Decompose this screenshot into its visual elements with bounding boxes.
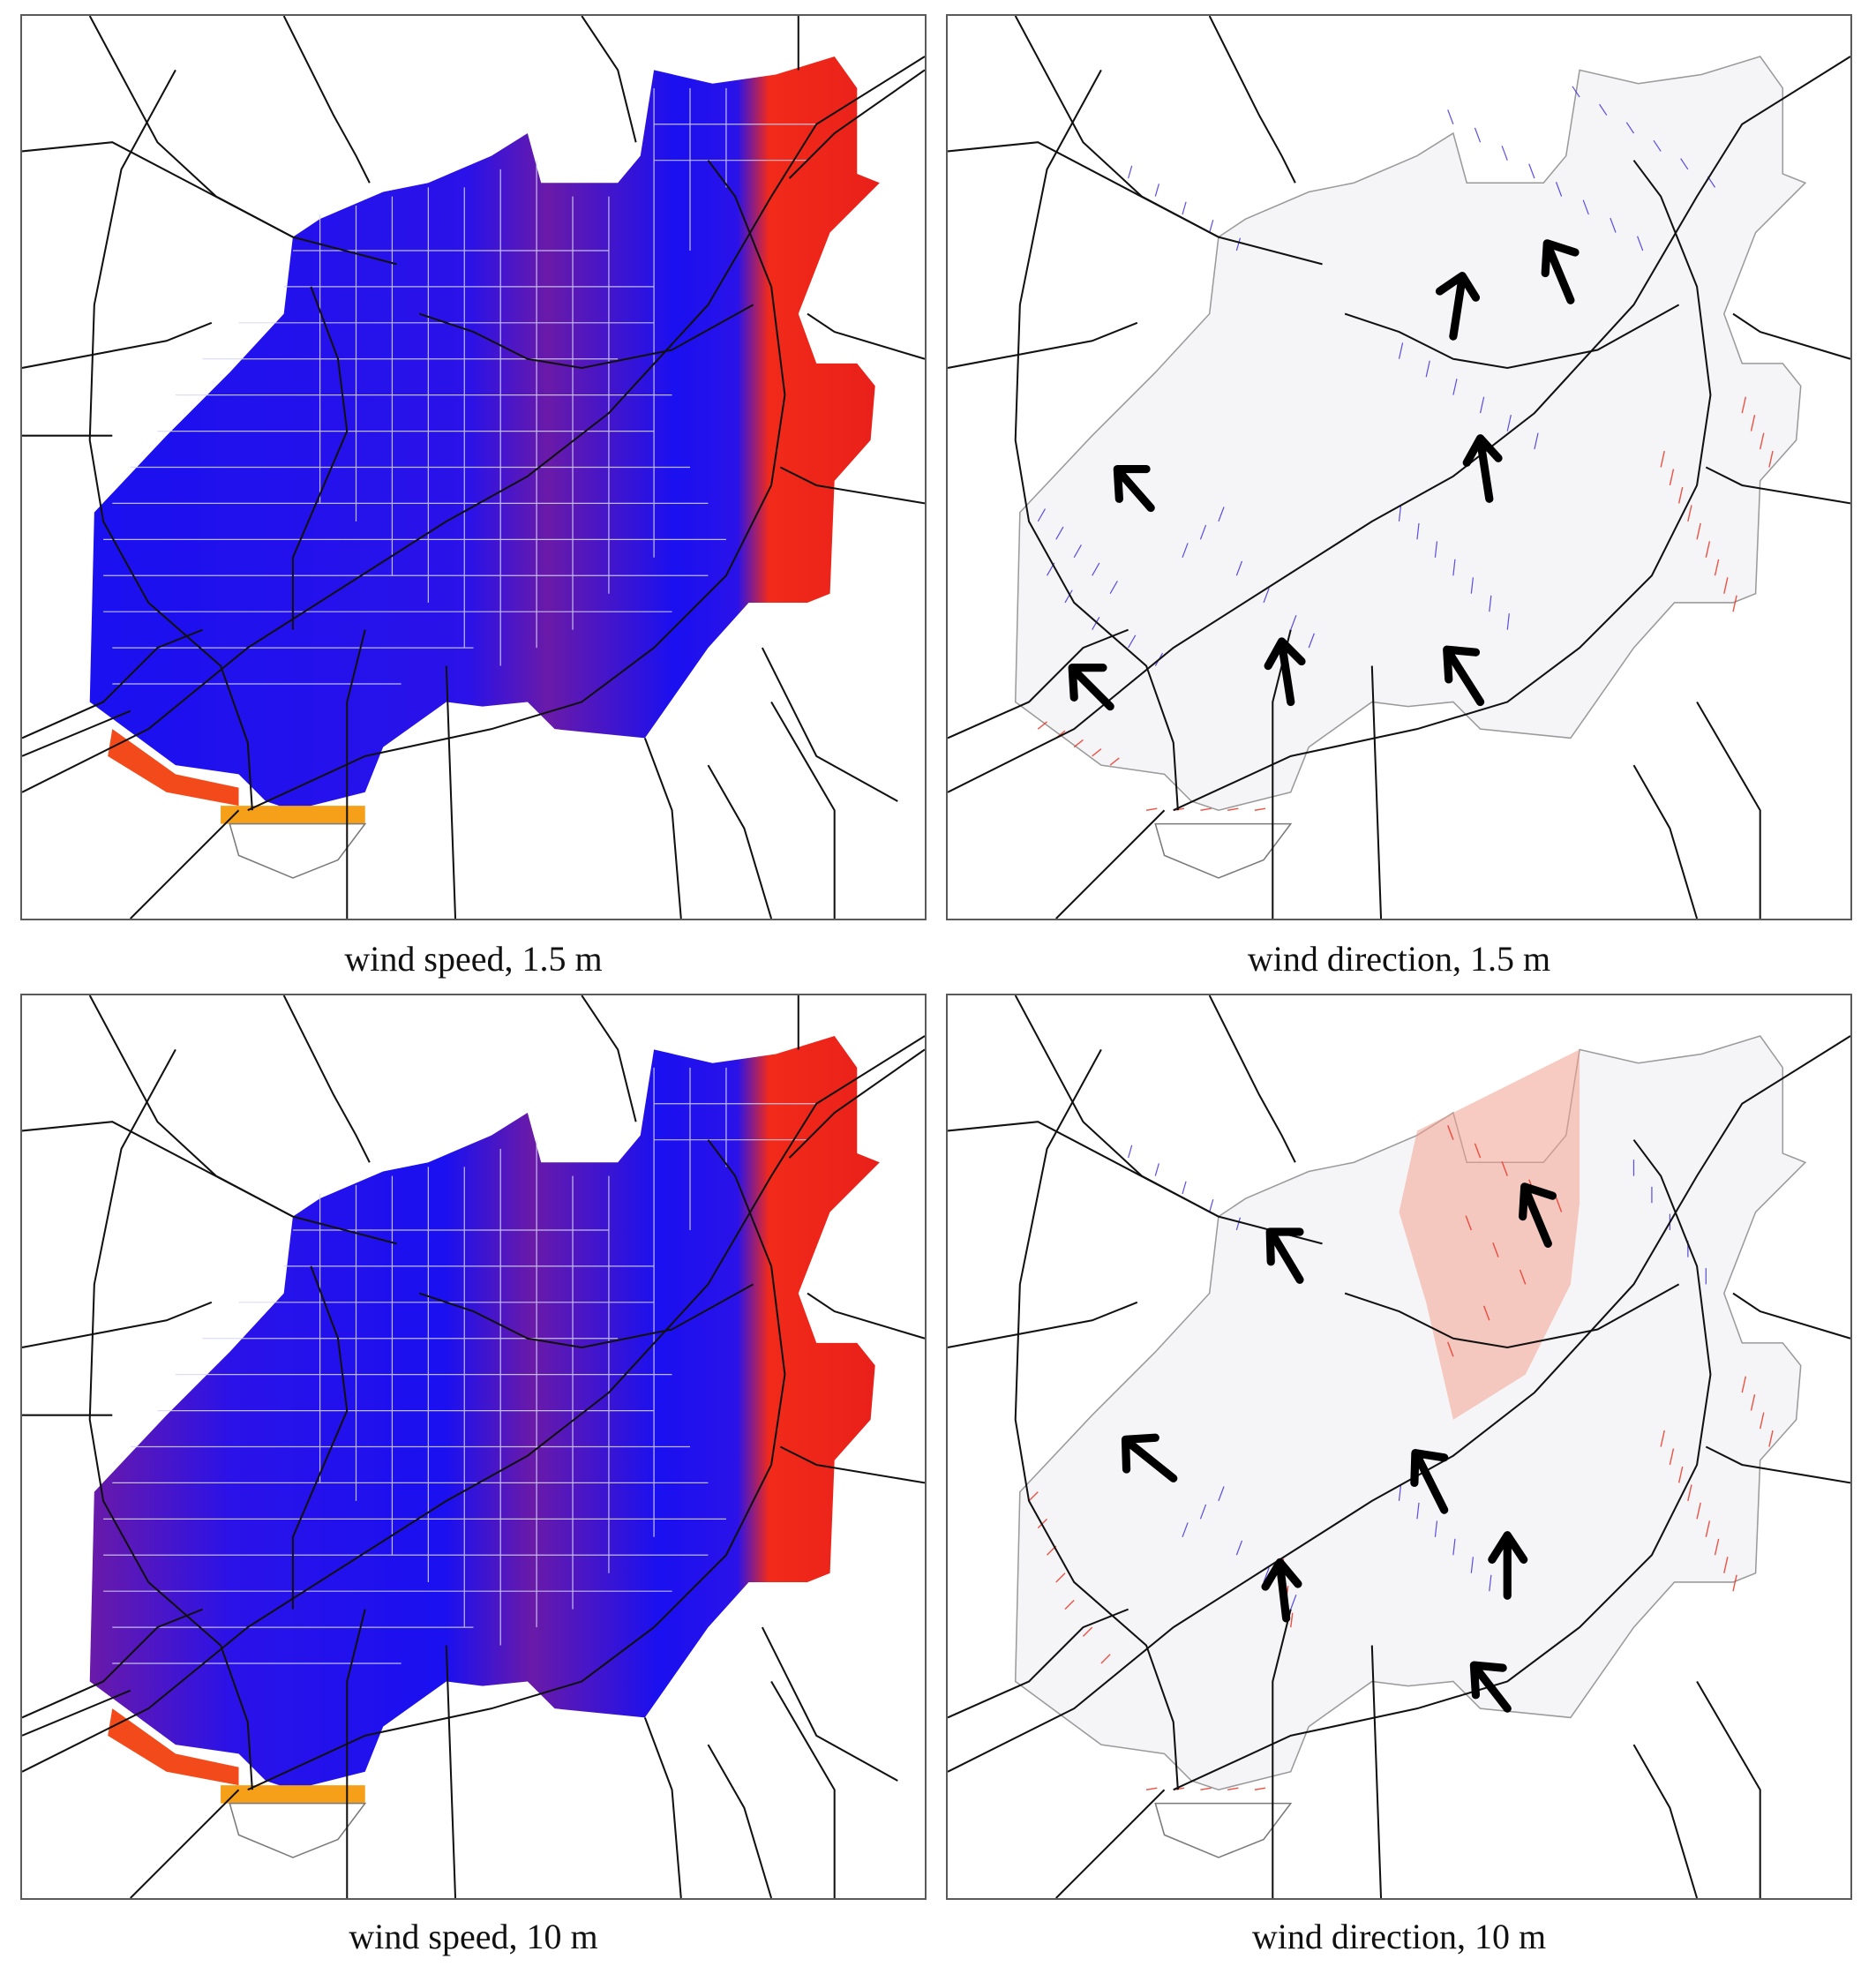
south-hot-zone: [108, 1708, 239, 1786]
highway-network: [22, 995, 925, 1898]
wind-speed-1-5m-map: [20, 14, 927, 920]
urban-area-speed-field: [89, 1036, 880, 1790]
south-hot-zone: [108, 729, 239, 807]
caption-wind-speed-10m: wind speed, 10 m: [349, 1917, 598, 1956]
wind-vector-field-blue: [1037, 86, 1716, 666]
high-wind-zone-north: [1399, 1049, 1580, 1420]
caption-wind-direction-10m: wind direction, 10 m: [1251, 1917, 1547, 1956]
highway-network: [948, 16, 1850, 919]
street-network: [103, 1067, 817, 1664]
south-peak-strip: [221, 806, 365, 824]
caption-wind-speed-1-5m: wind speed, 1.5 m: [344, 939, 603, 979]
wind-speed-10m-map: [20, 994, 927, 1900]
urban-area-outline: [1014, 56, 1807, 812]
wind-direction-10m-svg: [948, 995, 1850, 1898]
caption-wind-direction-1-5m: wind direction, 1.5 m: [1247, 939, 1551, 979]
south-appendix-outline: [1154, 1802, 1293, 1858]
south-peak-strip: [221, 1785, 365, 1804]
wind-direction-10m-map: [946, 994, 1852, 1900]
wind-speed-1-5m-svg: [22, 16, 925, 919]
wind-direction-1-5m-svg: [948, 16, 1850, 919]
wind-vector-field-red: [1037, 396, 1774, 811]
highway-network: [22, 16, 925, 919]
south-appendix-outline: [229, 1802, 367, 1858]
street-network: [103, 87, 817, 685]
prevailing-wind-arrow-icon: [1121, 1182, 1557, 1713]
urban-area-speed-field: [89, 56, 880, 811]
south-appendix-outline: [229, 822, 367, 879]
highway-network: [948, 995, 1850, 1898]
south-appendix-outline: [1154, 822, 1293, 879]
wind-direction-1-5m-map: [946, 14, 1852, 920]
wind-speed-10m-svg: [22, 995, 925, 1898]
prevailing-wind-arrow-icon: [1068, 239, 1580, 711]
wind-vector-field-blue: [1128, 1145, 1707, 1610]
urban-area-outline: [1014, 1035, 1807, 1791]
